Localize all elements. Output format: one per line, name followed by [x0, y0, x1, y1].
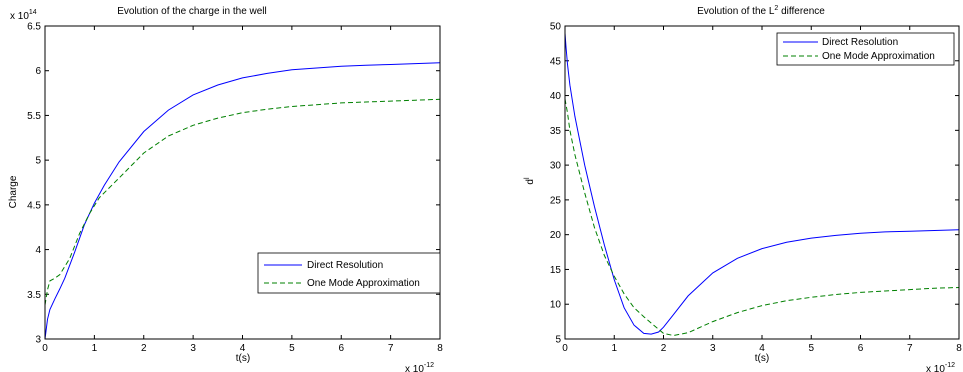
x-axis-label: t(s) [236, 353, 250, 364]
x-tick-label: 5 [808, 343, 814, 354]
x-tick-label: 8 [956, 343, 962, 354]
y-tick-label: 25 [550, 195, 562, 206]
legend-box [776, 32, 955, 66]
y-tick-label: 15 [550, 265, 562, 276]
plot-frame [564, 25, 960, 340]
x-multiplier: x 10-12 [926, 362, 955, 372]
y-tick-label: 5 [555, 335, 561, 346]
y-tick-label: 50 [550, 22, 562, 33]
series-line-one-mode-approximation [44, 98, 441, 306]
y-tick-label: 3.5 [27, 290, 41, 301]
series-line-one-mode-approximation [564, 98, 960, 337]
legend-box [257, 252, 441, 294]
y-tick-label: 4 [35, 245, 41, 256]
y-tick-label: 10 [550, 300, 562, 311]
x-tick-label: 7 [907, 343, 913, 354]
x-tick-label: 3 [190, 343, 196, 354]
x-tick-label: 4 [240, 343, 246, 354]
y-axis-label: dl [524, 177, 536, 185]
x-tick-label: 2 [661, 343, 667, 354]
y-tick-label: 45 [550, 56, 562, 67]
x-axis-label: t(s) [755, 353, 769, 364]
y-tick-label: 4.5 [27, 200, 41, 211]
x-tick-label: 7 [388, 343, 394, 354]
legend-label-direct: Direct Resolution [822, 37, 898, 48]
legend: Direct Resolution One Mode Approximation [257, 252, 441, 294]
x-tick-label: 6 [338, 343, 344, 354]
x-tick-label: 1 [611, 343, 617, 354]
chart-title: Evolution of the charge in the well [117, 6, 267, 17]
y-tick-label: 30 [550, 161, 562, 172]
y-tick-label: 40 [550, 91, 562, 102]
plot-frame [44, 25, 441, 340]
x-tick-label: 6 [858, 343, 864, 354]
x-tick-label: 4 [759, 343, 765, 354]
chart-title: Evolution of the L2 difference [697, 5, 825, 17]
x-multiplier: x 10-12 [405, 362, 434, 372]
legend: Direct Resolution One Mode Approximation [776, 32, 955, 66]
y-tick-label: 20 [550, 230, 562, 241]
series-lines [44, 62, 441, 340]
x-tick-label: 8 [437, 343, 443, 354]
legend-label-direct: Direct Resolution [307, 260, 383, 271]
y-multiplier: x 1014 [10, 9, 37, 22]
y-tick-label: 5 [35, 156, 41, 167]
x-tick-label: 3 [710, 343, 716, 354]
ticks: 0 1 2 3 4 5 6 7 8 3 3.5 4 4.5 5 5.5 6 6.5 [27, 22, 443, 355]
y-tick-label: 3 [35, 335, 41, 346]
y-tick-label: 6.5 [27, 22, 41, 33]
y-tick-label: 35 [550, 126, 562, 137]
x-tick-label: 0 [562, 343, 568, 354]
y-tick-label: 6 [35, 66, 41, 77]
chart-l2-difference: Evolution of the L2 difference dl t(s) x… [524, 5, 962, 372]
series-line-direct-resolution [564, 32, 960, 335]
x-tick-label: 5 [289, 343, 295, 354]
legend-label-onemode: One Mode Approximation [822, 51, 935, 62]
y-tick-label: 5.5 [27, 111, 41, 122]
series-line-direct-resolution [44, 62, 441, 340]
y-axis-label: Charge [8, 175, 19, 208]
x-tick-label: 0 [42, 343, 48, 354]
x-tick-label: 2 [141, 343, 147, 354]
x-tick-label: 1 [92, 343, 98, 354]
legend-label-onemode: One Mode Approximation [307, 278, 420, 289]
chart-charge: Evolution of the charge in the well x 10… [8, 6, 443, 372]
series-lines [564, 32, 960, 337]
